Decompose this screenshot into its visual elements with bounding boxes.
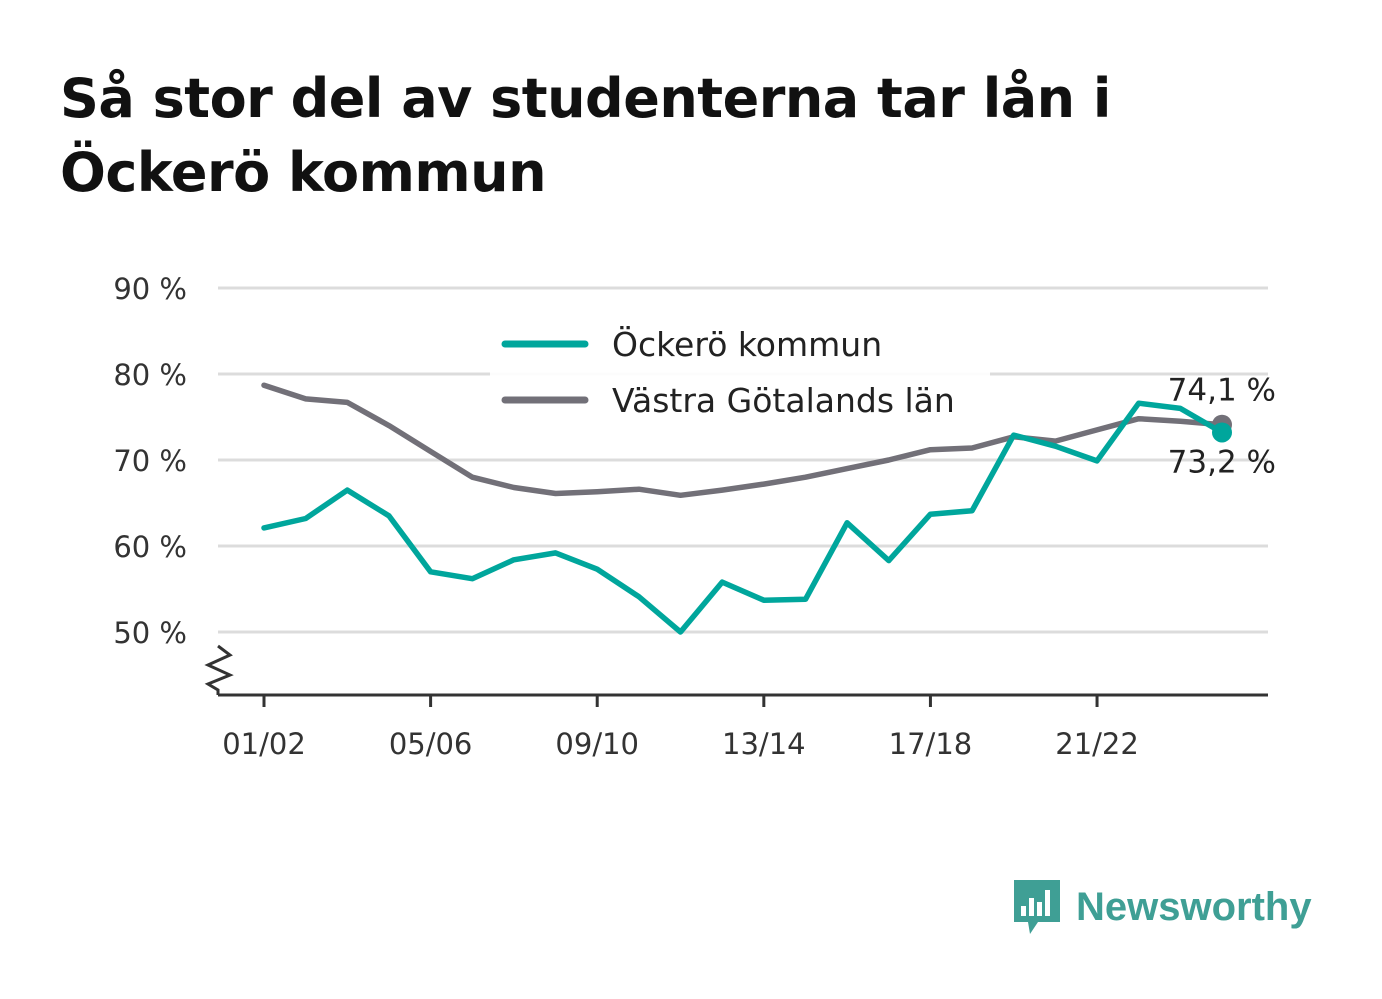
x-tick-label: 13/14 [722,727,806,761]
y-tick-label: 50 % [113,616,187,650]
y-tick-label: 80 % [113,358,187,392]
x-axis: 01/02 05/06 09/10 13/14 17/18 21/22 [204,644,1268,761]
bar-chart-icon [1014,880,1060,934]
end-label: 74,1 % [1168,373,1276,409]
series-end-point [1212,422,1232,443]
y-tick-label: 70 % [113,444,187,478]
newsworthy-logo: Newsworthy [1012,878,1312,936]
x-tick-label: 09/10 [555,727,639,761]
axis-break-marker [204,644,234,695]
series-line-vastra-gotaland [261,382,1225,499]
x-tick-label: 21/22 [1055,727,1139,761]
x-tick-label: 01/02 [222,727,306,761]
y-axis-ticks: 50 % 60 % 70 % 80 % 90 % [113,272,187,650]
chart-title-line-2: Öckerö kommun [60,141,547,204]
legend-background [490,318,990,428]
x-tick-label: 17/18 [889,727,973,761]
legend-label: Västra Götalands län [612,381,955,420]
brand-name: Newsworthy [1076,884,1312,929]
chart-title: Så stor del av studenterna tar lån i Öck… [60,62,1260,210]
end-labels: 74,1 % 73,2 % [1168,373,1276,481]
series-line-ockero [261,400,1225,635]
end-label: 73,2 % [1168,444,1276,480]
y-tick-label: 60 % [113,530,187,564]
y-tick-label: 90 % [113,272,187,306]
x-tick-label: 05/06 [389,727,473,761]
legend: Öckerö kommun Västra Götalands län [490,318,990,428]
series-lines [261,382,1232,635]
chart-title-line-1: Så stor del av studenterna tar lån i [60,67,1111,130]
legend-label: Öckerö kommun [612,324,882,364]
